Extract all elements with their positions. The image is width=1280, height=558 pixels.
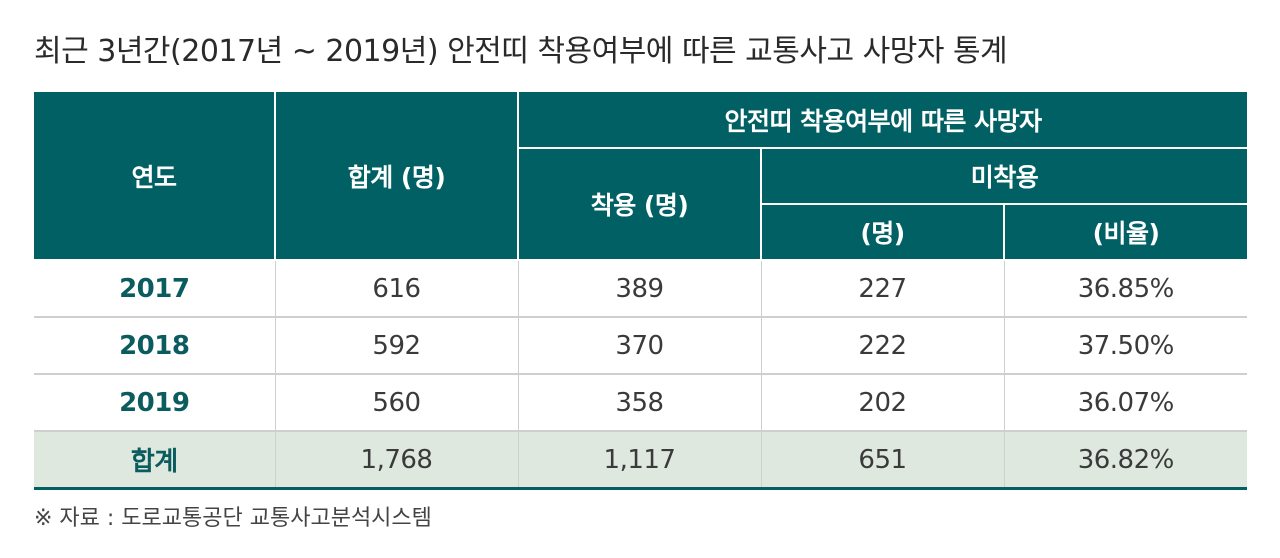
cell-not-worn: 651 <box>760 431 1004 490</box>
table-body: 2017 616 389 227 36.85% 2018 592 370 222… <box>34 260 1248 490</box>
header-group: 안전띠 착용여부에 따른 사망자 <box>516 92 1248 149</box>
cell-worn: 1,117 <box>517 431 761 490</box>
cell-total: 1,768 <box>274 431 518 490</box>
header-year: 연도 <box>34 92 276 261</box>
header-worn: 착용 (명) <box>517 147 762 261</box>
table-row: 2018 592 370 222 37.50% <box>34 317 1248 375</box>
cell-ratio: 36.07% <box>1003 374 1248 432</box>
source-note: ※ 자료 : 도로교통공단 교통사고분석시스템 <box>34 506 432 531</box>
page-title: 최근 3년간(2017년 ~ 2019년) 안전띠 착용여부에 따른 교통사고 … <box>34 34 1008 69</box>
cell-not-worn: 202 <box>760 374 1004 432</box>
table-row: 2019 560 358 202 36.07% <box>34 374 1248 432</box>
header-not-worn-ratio: (비율) <box>1002 203 1248 261</box>
statistics-table: 연도 합계 (명) 안전띠 착용여부에 따른 사망자 착용 (명) 미착용 (명… <box>34 92 1248 490</box>
total-row: 합계 1,768 1,117 651 36.82% <box>34 431 1248 490</box>
header-not-worn-count: (명) <box>760 203 1005 261</box>
cell-total: 592 <box>274 317 518 375</box>
cell-worn: 358 <box>517 374 761 432</box>
header-total: 합계 (명) <box>274 92 519 261</box>
cell-ratio: 36.85% <box>1003 260 1248 318</box>
cell-total: 560 <box>274 374 518 432</box>
cell-worn: 370 <box>517 317 761 375</box>
header-not-worn: 미착용 <box>759 147 1248 205</box>
cell-not-worn: 227 <box>760 260 1004 318</box>
table-row: 2017 616 389 227 36.85% <box>34 260 1248 318</box>
cell-year: 합계 <box>34 431 275 490</box>
cell-ratio: 36.82% <box>1003 431 1248 490</box>
cell-not-worn: 222 <box>760 317 1004 375</box>
table-header: 연도 합계 (명) 안전띠 착용여부에 따른 사망자 착용 (명) 미착용 (명… <box>34 92 1248 261</box>
cell-total: 616 <box>274 260 518 318</box>
cell-year: 2019 <box>34 374 275 432</box>
cell-worn: 389 <box>517 260 761 318</box>
cell-year: 2017 <box>34 260 275 318</box>
cell-ratio: 37.50% <box>1003 317 1248 375</box>
cell-year: 2018 <box>34 317 275 375</box>
